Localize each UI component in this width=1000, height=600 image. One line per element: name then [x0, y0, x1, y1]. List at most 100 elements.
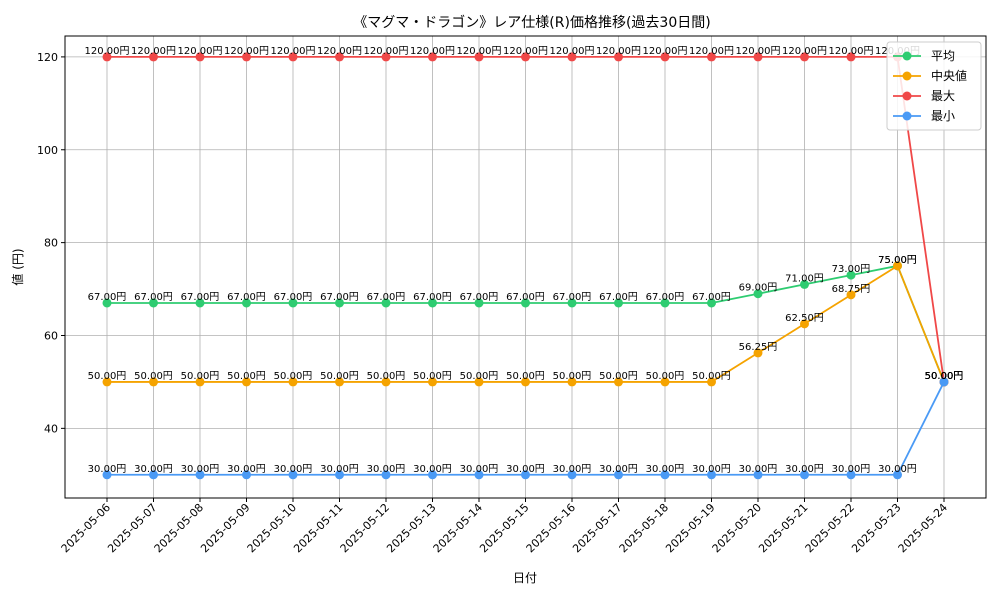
- legend-box: [886, 41, 982, 131]
- data-point: [474, 52, 484, 62]
- data-point: [381, 470, 391, 480]
- data-label: 120.00円: [736, 46, 781, 57]
- data-label: 30.00円: [692, 464, 731, 475]
- data-point: [614, 298, 623, 308]
- y-tick-label: 120: [37, 51, 58, 64]
- data-point: [288, 298, 298, 308]
- data-point: [428, 298, 437, 308]
- data-label: 30.00円: [320, 464, 359, 475]
- data-point: [335, 470, 344, 480]
- data-label: 67.00円: [181, 292, 220, 303]
- legend-label: 中央値: [931, 68, 967, 83]
- data-label: 50.00円: [925, 371, 964, 382]
- data-labels: 67.00円 67.00円 67.00円 67.00円 67.00円 67.00円 67.0…: [85, 46, 964, 475]
- data-label: 67.00円: [227, 292, 266, 303]
- data-label: 120.00円: [131, 46, 176, 57]
- data-point: [195, 52, 205, 62]
- data-label: 120.00円: [503, 46, 548, 57]
- data-label: 120.00円: [85, 46, 130, 57]
- data-point: [428, 470, 437, 480]
- data-label: 50.00円: [88, 371, 127, 382]
- data-point: [939, 377, 949, 387]
- x-tick-label: 2025-05-24: [896, 501, 950, 555]
- data-label: 120.00円: [364, 46, 409, 57]
- data-label: 50.00円: [320, 371, 359, 382]
- data-label: 30.00円: [460, 464, 499, 475]
- data-point: [102, 470, 112, 480]
- data-point: [567, 470, 577, 480]
- data-label: 30.00円: [134, 464, 173, 475]
- data-point: [102, 377, 112, 387]
- data-point: [846, 52, 856, 62]
- data-point: [753, 470, 763, 480]
- data-point: [660, 377, 670, 387]
- data-label: 67.00円: [88, 292, 127, 303]
- data-label: 50.00円: [274, 371, 313, 382]
- data-label: 69.00円: [739, 283, 778, 294]
- data-point: [102, 298, 112, 308]
- data-label: 30.00円: [506, 464, 545, 475]
- data-point: [102, 52, 112, 62]
- data-point: [149, 298, 158, 308]
- data-label: 50.00円: [925, 371, 964, 382]
- data-point: [846, 470, 856, 480]
- data-point: [242, 298, 251, 308]
- data-label: 120.00円: [224, 46, 269, 57]
- data-point: [242, 52, 251, 62]
- data-point: [800, 470, 809, 480]
- data-point: [753, 52, 763, 62]
- grid: [65, 36, 986, 498]
- data-point: [893, 261, 902, 271]
- data-point: [195, 298, 205, 308]
- data-label: 71.00円: [785, 273, 824, 284]
- data-label: 120.00円: [643, 46, 688, 57]
- data-label: 120.00円: [782, 46, 827, 57]
- data-point: [614, 377, 623, 387]
- data-label: 50.00円: [460, 371, 499, 382]
- data-label: 30.00円: [646, 464, 685, 475]
- data-label: 67.00円: [646, 292, 685, 303]
- data-point: [381, 298, 391, 308]
- data-label: 30.00円: [88, 464, 127, 475]
- x-axis-title: 日付: [513, 571, 537, 585]
- x-axis: 2025-05-062025-05-072025-05-082025-05-09…: [59, 498, 950, 555]
- data-label: 120.00円: [410, 46, 455, 57]
- data-label: 50.00円: [925, 371, 964, 382]
- data-label: 30.00円: [181, 464, 220, 475]
- data-point: [707, 470, 716, 480]
- data-point: [660, 470, 670, 480]
- data-point: [195, 377, 205, 387]
- data-point: [800, 279, 809, 289]
- data-point: [335, 298, 344, 308]
- data-label: 30.00円: [785, 464, 824, 475]
- data-label: 30.00円: [227, 464, 266, 475]
- data-point: [288, 377, 298, 387]
- data-point: [381, 52, 391, 62]
- data-label: 50.00円: [553, 371, 592, 382]
- y-axis-title: 値 (円): [10, 248, 25, 285]
- data-label: 50.00円: [506, 371, 545, 382]
- data-label: 30.00円: [367, 464, 406, 475]
- data-point: [428, 52, 437, 62]
- data-label: 75.00円: [878, 255, 917, 266]
- data-label: 120.00円: [596, 46, 641, 57]
- legend-label: 最小: [931, 109, 955, 123]
- data-label: 67.00円: [274, 292, 313, 303]
- data-label: 62.50円: [785, 313, 824, 324]
- data-label: 120.00円: [457, 46, 502, 57]
- data-point: [614, 52, 623, 62]
- data-label: 50.00円: [227, 371, 266, 382]
- data-point: [428, 377, 437, 387]
- data-label: 50.00円: [925, 371, 964, 382]
- data-label: 67.00円: [692, 292, 731, 303]
- y-tick-label: 80: [44, 237, 58, 250]
- data-point: [288, 470, 298, 480]
- data-label: 120.00円: [271, 46, 316, 57]
- data-point: [149, 470, 158, 480]
- data-point: [567, 298, 577, 308]
- data-label: 120.00円: [178, 46, 223, 57]
- legend-swatch-marker: [902, 111, 912, 121]
- data-point: [753, 348, 763, 358]
- legend-swatch-marker: [902, 71, 912, 81]
- data-label: 120.00円: [317, 46, 362, 57]
